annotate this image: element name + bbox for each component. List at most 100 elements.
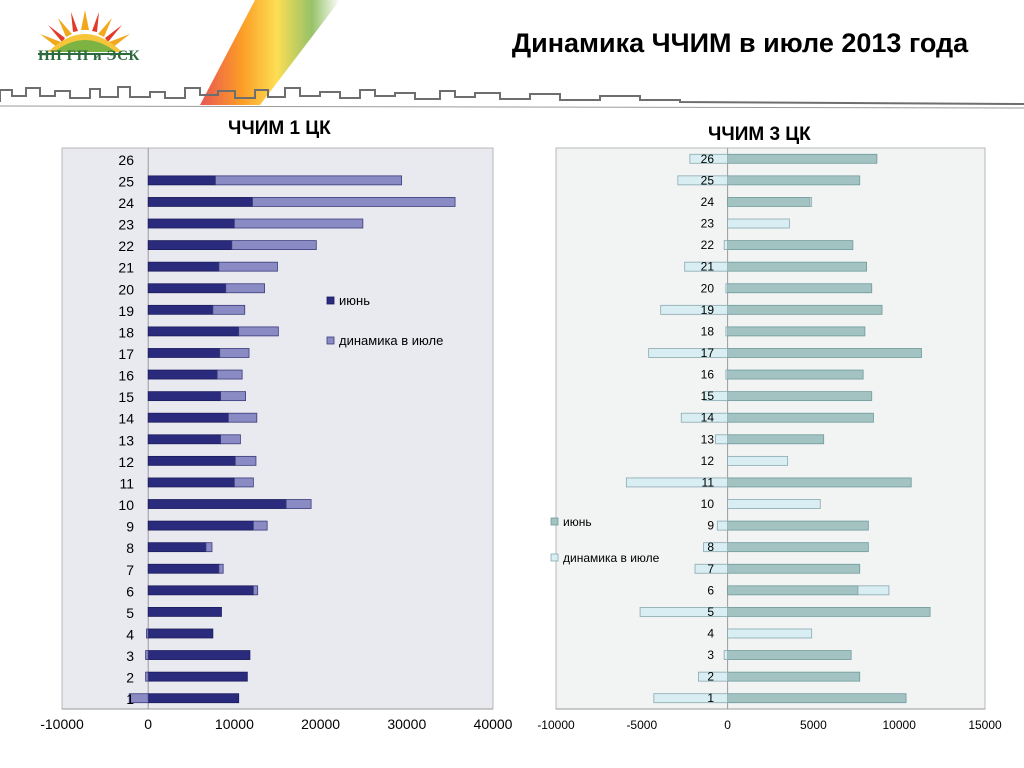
bar-june [727,563,861,574]
category-label: 4 [126,626,134,642]
bar-july-dynamics [677,175,728,186]
category-label: 13 [118,432,134,448]
category-label: 11 [702,475,715,489]
logo-text: НП ГП и ЭСК [38,48,140,64]
category-label: 1 [126,691,134,707]
bar-june [727,477,912,488]
bar-july-dynamics [227,412,258,423]
bar-july-dynamics [234,455,257,466]
bar-june [727,153,878,164]
category-label: 17 [118,346,134,362]
bar-july-dynamics [252,585,259,596]
bar-june [727,520,869,531]
category-label: 21 [701,260,715,274]
bar-june [727,650,852,660]
bar-july-dynamics [689,153,729,164]
category-label: 17 [701,346,715,360]
bar-july-dynamics [233,477,254,488]
category-label: 16 [118,368,134,384]
category-label: 4 [707,626,714,640]
bar-july-dynamics [727,499,821,509]
page-title: Динамика ЧЧИМ в июле 2013 года [511,28,969,58]
bar-july-dynamics [238,326,279,337]
category-label: 9 [707,519,714,533]
bar-july-dynamics [205,542,213,553]
bar-june [727,304,883,315]
x-tick-label: 0 [724,718,731,732]
bar-july-dynamics [220,391,247,402]
bar-june [727,607,931,617]
legend-label-june: июнь [339,293,370,308]
bar-june [727,197,811,207]
bar-june [727,283,873,294]
category-label: 11 [119,475,134,491]
category-label: 3 [707,648,714,662]
bar-june [727,412,874,423]
chart3-title: ЧЧИМ 3 ЦК [708,124,811,145]
bar-july-dynamics [219,348,250,358]
category-label: 1 [707,691,714,705]
category-label: 19 [118,303,134,319]
bar-july-dynamics [145,650,149,660]
bar-july-dynamics [216,369,243,380]
bar-july-dynamics [146,628,149,639]
category-label: 2 [126,670,134,686]
bar-july-dynamics [218,261,278,272]
category-label: 12 [118,454,134,470]
legend-swatch-june [326,296,335,305]
bar-july-dynamics [727,455,789,466]
bar-july-dynamics [723,240,729,250]
category-label: 20 [118,281,134,297]
x-tick-label: 40000 [474,716,513,732]
bar-july-dynamics [680,412,729,423]
category-label: 26 [118,152,134,168]
category-label: 22 [118,238,134,254]
bar-july-dynamics [639,607,728,617]
legend-label-dynamics: динамика в июле [563,551,660,565]
category-label: 6 [707,583,714,597]
bar-july-dynamics [725,326,728,337]
category-label: 7 [707,562,714,576]
bar-july-dynamics [725,283,728,294]
category-label: 5 [707,605,714,619]
bar-july-dynamics [625,477,729,488]
bar-july-dynamics [725,369,728,380]
x-tick-label: 10000 [883,718,917,732]
legend-label-dynamics: динамика в июле [339,333,443,348]
bar-july-dynamics [703,391,728,402]
bar-july-dynamics [145,671,149,682]
bar-july-dynamics [727,628,813,639]
bar-june [727,261,867,272]
bar-july-dynamics [231,240,317,250]
category-label: 18 [118,324,134,340]
bar-june [727,542,869,553]
category-label: 9 [126,519,134,535]
bar-july-dynamics [212,304,246,315]
x-tick-label: -5000 [626,718,657,732]
bar-june [727,369,864,380]
category-label: 6 [126,583,134,599]
category-label: 10 [701,497,715,511]
category-label: 14 [701,411,715,425]
x-tick-label: 30000 [387,716,426,732]
x-tick-label: 5000 [800,718,827,732]
bar-july-dynamics [225,283,265,294]
bar-july-dynamics [809,197,813,207]
bar-june [727,240,854,250]
category-label: 15 [118,389,134,405]
category-label: 10 [118,497,134,513]
bar-july-dynamics [252,520,268,531]
x-tick-label: 15000 [968,718,1002,732]
category-label: 8 [707,540,714,554]
category-label: 26 [701,152,715,166]
skyline-decoration [0,86,1024,109]
bar-july-dynamics [128,693,149,704]
bar-july-dynamics [698,671,728,682]
bar-july-dynamics [723,650,729,660]
category-label: 25 [118,173,134,189]
bar-june [147,607,222,617]
legend-swatch-dynamics [550,553,559,562]
category-label: 14 [118,411,134,427]
